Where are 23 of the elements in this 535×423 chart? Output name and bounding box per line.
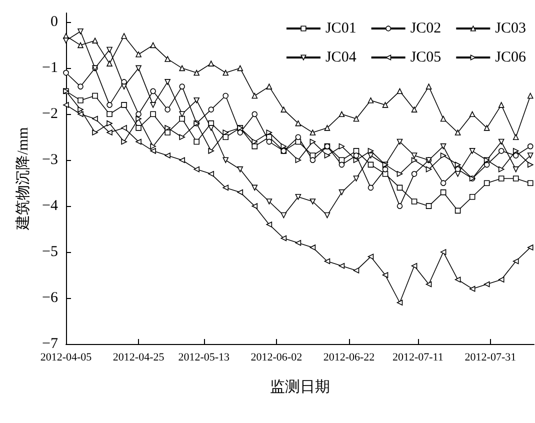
y-tick-label: −4 [42, 198, 58, 214]
x-tick-label: 2012-07-11 [392, 352, 444, 364]
legend-label: JC05 [410, 50, 442, 66]
legend-label: JC06 [495, 50, 526, 66]
x-tick-label: 2012-04-25 [112, 352, 165, 364]
y-tick-label: −2 [42, 106, 58, 122]
y-tick-label: 0 [50, 14, 58, 30]
legend-label: JC04 [325, 50, 357, 66]
x-tick-label: 2012-05-13 [178, 352, 230, 364]
x-tick-label: 2012-06-02 [250, 352, 302, 364]
y-tick-label: −7 [42, 336, 58, 352]
x-tick-label: 2012-07-31 [464, 352, 516, 364]
y-tick-label: −3 [42, 152, 58, 168]
legend-label: JC03 [495, 20, 526, 36]
x-tick-label: 2012-04-05 [40, 352, 92, 364]
x-axis-title: 监测日期 [270, 378, 330, 396]
y-tick-label: −1 [42, 60, 58, 76]
y-tick-label: −6 [42, 290, 58, 306]
y-axis-title: 建筑物沉降/mm [14, 126, 32, 231]
legend-label: JC01 [325, 20, 356, 36]
y-tick-label: −5 [42, 244, 58, 260]
x-tick-label: 2012-06-22 [323, 352, 375, 364]
legend-label: JC02 [410, 20, 442, 36]
